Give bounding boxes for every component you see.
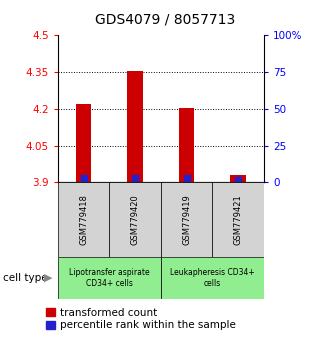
Text: GSM779419: GSM779419 — [182, 194, 191, 245]
Bar — [76, 104, 91, 182]
Bar — [230, 175, 246, 182]
Bar — [213, 182, 264, 257]
Text: Lipotransfer aspirate
CD34+ cells: Lipotransfer aspirate CD34+ cells — [69, 268, 149, 287]
Bar — [58, 182, 109, 257]
Bar — [161, 257, 264, 299]
Text: GSM779421: GSM779421 — [234, 194, 243, 245]
Text: GSM779420: GSM779420 — [131, 194, 140, 245]
Bar — [58, 257, 161, 299]
Text: Leukapheresis CD34+
cells: Leukapheresis CD34+ cells — [170, 268, 255, 287]
Text: ▶: ▶ — [44, 273, 52, 283]
Text: cell type: cell type — [3, 273, 48, 283]
Bar — [161, 182, 213, 257]
Legend: transformed count, percentile rank within the sample: transformed count, percentile rank withi… — [47, 308, 236, 331]
Bar — [109, 182, 161, 257]
Bar — [127, 71, 143, 182]
Bar — [179, 108, 194, 182]
Text: GDS4079 / 8057713: GDS4079 / 8057713 — [95, 12, 235, 27]
Text: GSM779418: GSM779418 — [79, 194, 88, 245]
